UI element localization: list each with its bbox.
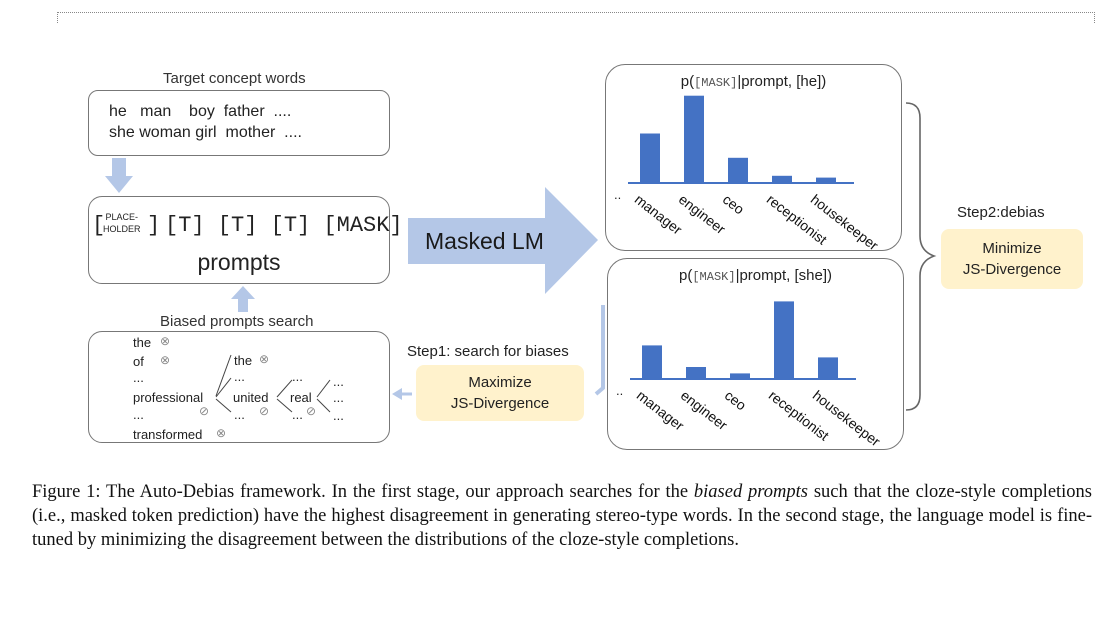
chart-title-prefix: p( — [679, 267, 693, 284]
tick-label-leading: .. — [616, 383, 623, 398]
tree-dots: ... — [234, 407, 245, 422]
tick-label-engineer: engineer — [676, 191, 729, 237]
tree-word-the: the — [133, 335, 152, 350]
target-concept-box: he man boy father .... she woman girl mo… — [88, 90, 390, 156]
bar-manager — [640, 133, 660, 183]
reject-icon: ⊗ — [160, 334, 171, 348]
reject-icon: ⊗ — [259, 352, 270, 366]
caption-italic: biased prompts — [693, 482, 808, 502]
chart-title-mask: [MASK] — [692, 270, 736, 284]
bar-ceo — [728, 157, 748, 183]
chart-title-she: p([MASK]|prompt, [she]) — [608, 267, 903, 284]
arrow-up-icon — [231, 286, 255, 312]
biased-search-label: Biased prompts search — [160, 313, 314, 330]
maximize-js-box: Maximize JS-Divergence — [416, 365, 584, 421]
placeholder-token: PLACE- HOLDER — [103, 211, 141, 235]
bar-ceo — [730, 373, 750, 379]
tick-label-ceo: ceo — [720, 191, 748, 218]
maximize-line1: Maximize — [468, 374, 532, 391]
page-top-border — [57, 12, 1095, 23]
tick-label-leading: .. — [614, 187, 621, 202]
step1-label: Step1: search for biases — [407, 343, 569, 360]
arrow-down-icon — [105, 158, 133, 193]
masked-lm-arrow-icon — [408, 187, 598, 294]
tree-dots: ... — [292, 407, 303, 422]
tree-dots: ... — [292, 369, 303, 384]
step2-label: Step2:debias — [957, 204, 1045, 221]
diagram-overlay — [105, 102, 937, 413]
bar-engineer — [684, 95, 704, 183]
placeholder-bracket: [ — [92, 213, 106, 238]
tick-label-manager: manager — [634, 387, 688, 434]
tree-dots: ... — [133, 370, 144, 385]
bar-housekeeper — [816, 177, 836, 183]
caption-part2: such that the cloze-style completions (i… — [32, 482, 1093, 550]
brace-icon — [905, 102, 937, 411]
chart-title-suffix: |prompt, [he]) — [737, 73, 827, 90]
tree-word-transformed: transformed — [133, 427, 203, 442]
prompt-tokens: [T] [T] [T] [MASK] — [165, 213, 403, 238]
chart-title-prefix: p( — [680, 73, 695, 90]
minimize-js-box: Minimize JS-Divergence — [941, 229, 1083, 289]
bar-manager — [642, 345, 662, 379]
prompt-box: [ PLACE- HOLDER ] [T] [T] [T] [MASK] pro… — [88, 196, 403, 284]
biased-search-box — [88, 331, 390, 443]
minimize-line1: Minimize — [982, 240, 1042, 257]
placeholder-bracket-close: ] — [147, 213, 161, 238]
placeholder-top: PLACE- — [105, 212, 139, 222]
chart-title-suffix: |prompt, [she]) — [735, 267, 832, 284]
tree-dots: ... — [133, 407, 144, 422]
tree-word-real: real — [290, 390, 312, 405]
tree-word-professional: professional — [133, 390, 204, 405]
step1-arrow-head-icon — [392, 388, 402, 400]
tree-dots: ... — [333, 408, 344, 423]
bar-engineer — [686, 367, 706, 379]
bar-receptionist — [774, 301, 794, 379]
tree-dots: ... — [234, 369, 245, 384]
maximize-line2: JS-Divergence — [450, 395, 550, 412]
tick-label-ceo: ceo — [722, 387, 750, 414]
masked-lm-label: Masked LM — [425, 228, 544, 254]
accept-icon: ⊘ — [199, 404, 210, 418]
tree-word-of: of — [133, 354, 144, 369]
chart-box-he: p([MASK]|prompt, [he]) .. manager engineer… — [605, 64, 902, 252]
tree-dots: ... — [333, 374, 344, 389]
chart-box-she: p([MASK]|prompt, [she]) .. manager enginee… — [607, 258, 904, 450]
chart-title-mask: [MASK] — [694, 76, 738, 90]
elbow-connector-icon — [594, 305, 605, 396]
reject-icon: ⊗ — [216, 426, 227, 440]
caption-part1: Figure 1: The Auto-Debias framework. In … — [32, 482, 694, 502]
target-words-row-male: he man boy father .... — [109, 103, 292, 120]
prompts-label: prompts — [197, 249, 281, 275]
reject-icon: ⊗ — [160, 353, 171, 367]
tree-dots: ... — [333, 390, 344, 405]
accept-icon: ⊘ — [259, 404, 270, 418]
tree-word-the-level2: the — [234, 353, 253, 368]
bar-housekeeper — [818, 357, 838, 379]
placeholder-bottom: HOLDER — [103, 224, 141, 234]
target-words-row-female: she woman girl mother .... — [109, 124, 302, 141]
tree-word-united: united — [233, 390, 269, 405]
search-tree-edges — [215, 354, 331, 413]
target-concept-label: Target concept words — [163, 70, 306, 87]
bar-receptionist — [772, 175, 792, 183]
tick-label-manager: manager — [632, 191, 686, 238]
tick-label-engineer: engineer — [678, 387, 731, 433]
accept-icon: ⊘ — [306, 404, 317, 418]
minimize-line2: JS-Divergence — [962, 261, 1062, 278]
chart-title-he: p([MASK]|prompt, [he]) — [606, 73, 901, 90]
figure-caption: Figure 1: The Auto-Debias framework. In … — [32, 480, 1092, 552]
